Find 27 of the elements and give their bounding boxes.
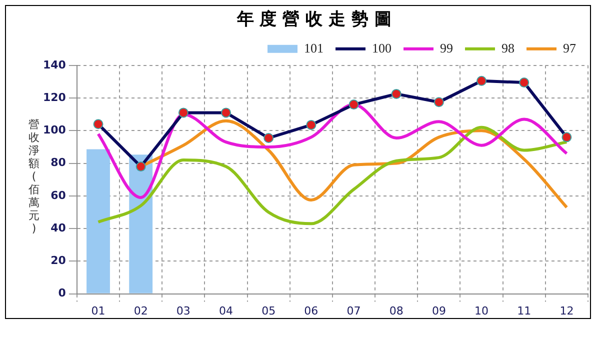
x-tick-label: 02 (134, 304, 148, 318)
legend-label: 101 (304, 40, 324, 56)
x-tick-label: 07 (346, 304, 361, 318)
y-tick-label: 80 (50, 156, 66, 170)
legend-label: 100 (372, 40, 392, 56)
legend-label: 97 (563, 40, 576, 56)
y-tick-label: 0 (58, 286, 66, 300)
x-tick-label: 01 (91, 304, 106, 318)
legend-label: 98 (502, 40, 514, 56)
chart-title: 年 度 營 收 走 勢 圖 (236, 10, 392, 30)
x-tick-label: 08 (389, 304, 404, 318)
text: 營收淨額(佰萬元) (28, 118, 40, 235)
y-tick-label: 140 (42, 58, 66, 72)
y-tick-label: 20 (50, 254, 66, 268)
x-tick-label: 11 (517, 304, 532, 318)
y-tick-label: 60 (50, 188, 66, 202)
x-tick-label: 12 (560, 304, 574, 318)
x-tick-label: 03 (176, 304, 190, 318)
x-tick-label: 04 (219, 304, 234, 318)
x-tick-label: 10 (474, 304, 489, 318)
x-tick-label: 09 (432, 304, 446, 318)
y-tick-label: 100 (42, 124, 66, 137)
x-tick-label: 06 (304, 304, 318, 318)
legend-label: 99 (440, 40, 453, 56)
x-tick-label: 05 (262, 304, 276, 318)
y-tick-label: 40 (50, 221, 66, 234)
y-tick-label: 120 (42, 90, 66, 104)
